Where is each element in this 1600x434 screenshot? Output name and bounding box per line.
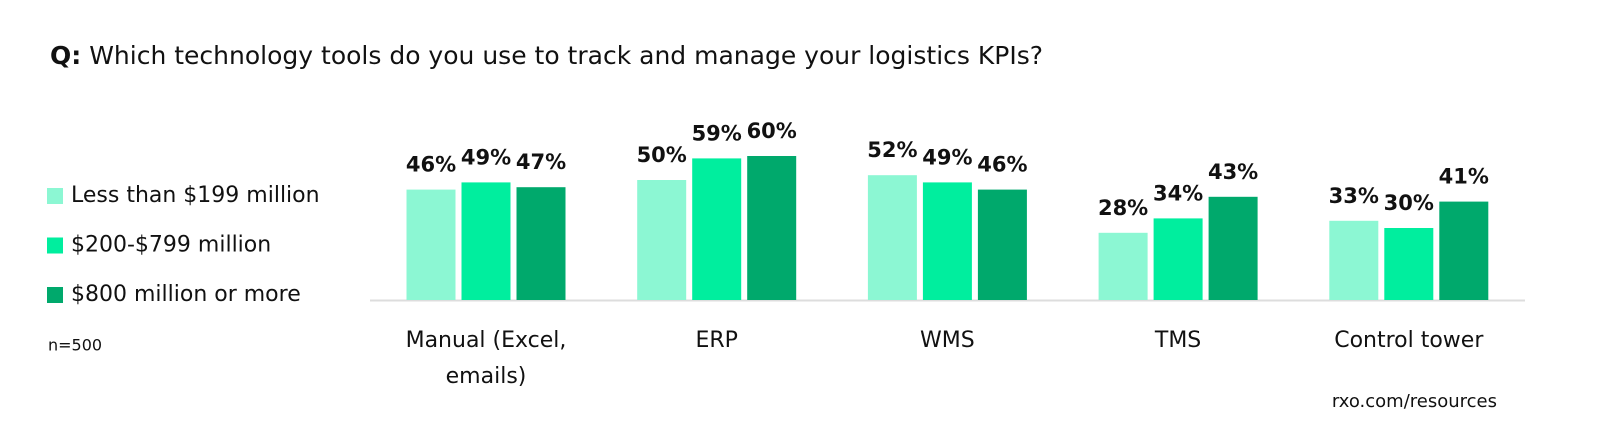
value-label: 33% xyxy=(1329,184,1379,208)
bar xyxy=(1384,228,1434,300)
source: rxo.com/resources xyxy=(1332,391,1497,412)
value-label: 47% xyxy=(516,150,566,174)
bar xyxy=(516,187,566,300)
title-text: Which technology tools do you use to tra… xyxy=(89,41,1043,70)
note: n=500 xyxy=(48,336,102,355)
bar xyxy=(461,182,511,300)
bar xyxy=(922,182,972,300)
value-label: 50% xyxy=(637,143,687,167)
value-label: 46% xyxy=(977,153,1027,177)
value-label: 60% xyxy=(747,119,797,143)
x-tick-label: TMS xyxy=(1154,328,1202,353)
value-label: 59% xyxy=(692,121,742,145)
x-tick-label: WMS xyxy=(920,328,975,353)
x-tick-label: ERP xyxy=(695,328,738,353)
value-label: 34% xyxy=(1153,181,1203,205)
legend-swatch xyxy=(47,237,63,254)
value-label: 28% xyxy=(1098,196,1148,220)
bar xyxy=(747,156,797,300)
bar xyxy=(977,189,1027,300)
legend-swatch xyxy=(47,188,63,204)
legend-label: $200-$799 million xyxy=(71,233,271,258)
value-label: 49% xyxy=(461,145,511,169)
bar xyxy=(1098,232,1148,300)
value-label: 52% xyxy=(867,138,917,162)
bar xyxy=(1439,201,1489,300)
x-tick-label: Manual (Excel, emails) xyxy=(405,328,567,389)
value-label: 30% xyxy=(1384,191,1434,215)
value-label: 49% xyxy=(922,145,972,169)
chart-title: Q: Which technology tools do you use to … xyxy=(50,41,1043,70)
question-label: Q: xyxy=(50,41,81,70)
legend-label: $800 million or more xyxy=(71,282,301,307)
bar xyxy=(406,189,456,300)
bar xyxy=(1329,220,1379,300)
bar xyxy=(1153,218,1203,300)
legend-label: Less than $199 million xyxy=(71,183,320,208)
bar xyxy=(1208,196,1258,300)
bar xyxy=(867,175,917,300)
bar xyxy=(692,158,742,300)
value-label: 46% xyxy=(406,153,456,177)
bar xyxy=(637,180,687,300)
x-tick-label: Control tower xyxy=(1334,328,1484,353)
value-label: 41% xyxy=(1439,165,1489,189)
value-label: 43% xyxy=(1208,160,1258,184)
legend-swatch xyxy=(47,287,63,303)
